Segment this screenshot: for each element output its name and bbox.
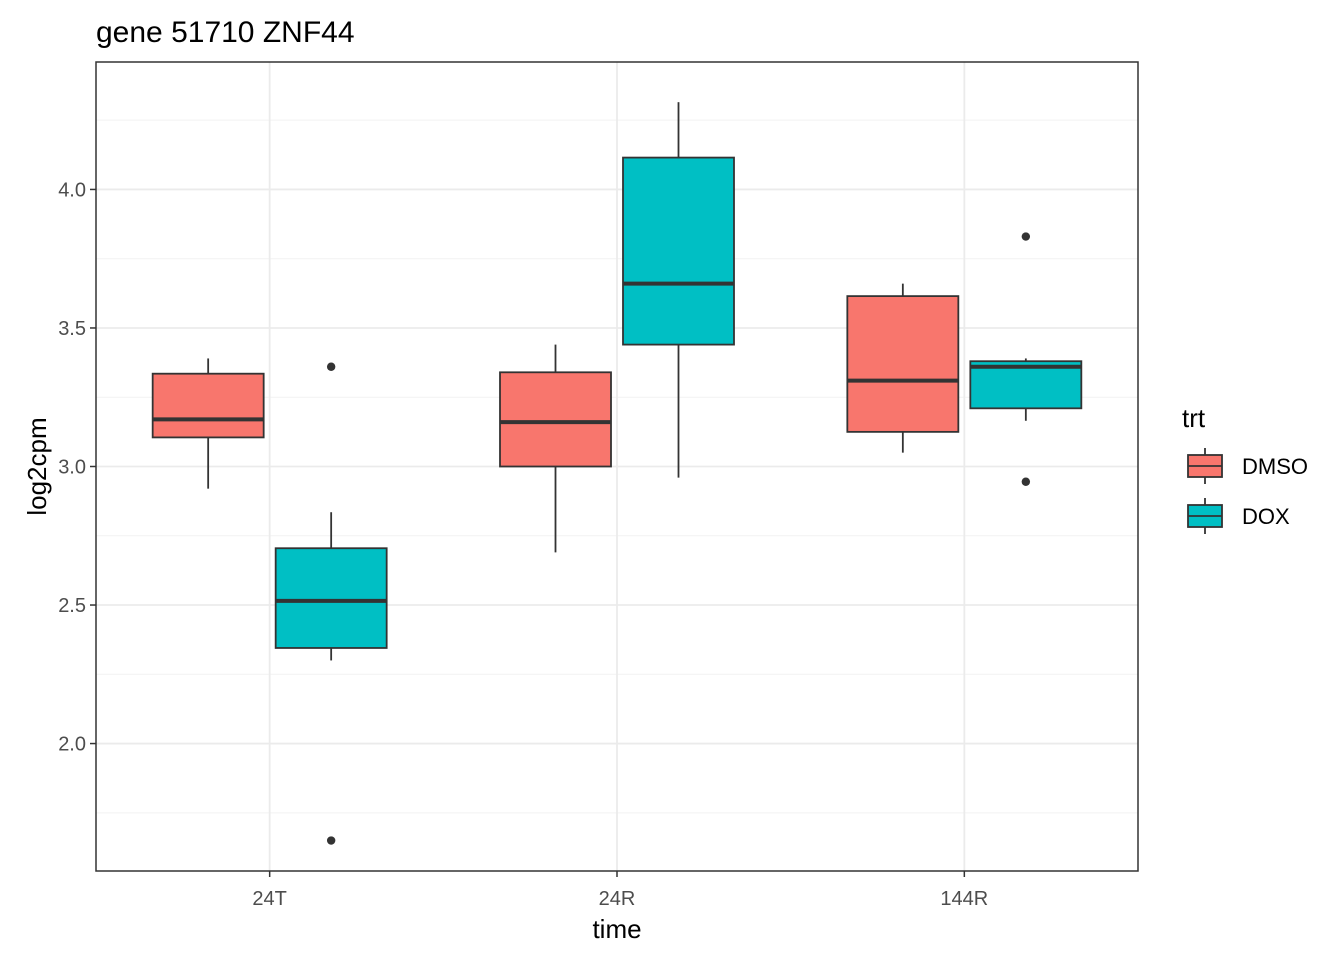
box-iqr [274, 547, 388, 649]
x-tick-label: 144R [940, 888, 988, 910]
y-tick-label: 2.0 [58, 734, 86, 756]
box-iqr [151, 372, 265, 439]
box-iqr [499, 371, 612, 468]
y-axis-title: log2cpm [22, 417, 52, 515]
outlier-point [326, 836, 336, 845]
y-tick-label: 2.5 [58, 595, 86, 617]
box-dox-144r [969, 232, 1083, 486]
legend: trt DMSO DOX [1182, 403, 1308, 534]
chart-title: gene 51710 ZNF44 [96, 16, 355, 49]
legend-item-dmso: DMSO [1187, 448, 1308, 484]
box-dmso-144r [846, 283, 960, 453]
axes: 2.0 2.5 3.0 3.5 4.0 24T 24R 144R [58, 179, 988, 910]
legend-label: DOX [1242, 504, 1290, 529]
box-layer [151, 102, 1083, 845]
box-dox-24r [622, 102, 735, 478]
legend-title: trt [1182, 403, 1206, 433]
box-dox-24t [274, 362, 388, 845]
box-iqr [969, 360, 1083, 410]
legend-item-dox: DOX [1187, 498, 1290, 534]
x-tick-label: 24T [252, 888, 286, 910]
box-dmso-24r [499, 344, 612, 553]
x-axis-title: time [592, 914, 641, 944]
box-dmso-24t [151, 358, 265, 489]
box-iqr [846, 295, 960, 433]
legend-label: DMSO [1242, 454, 1308, 479]
y-tick-label: 3.5 [58, 318, 86, 340]
box-iqr [622, 156, 735, 346]
outlier-point [1021, 232, 1031, 241]
outlier-point [1021, 477, 1031, 486]
outlier-point [326, 362, 336, 371]
y-tick-label: 3.0 [58, 457, 86, 479]
x-tick-label: 24R [599, 888, 636, 910]
grid [96, 62, 1138, 871]
y-tick-label: 4.0 [58, 179, 86, 201]
